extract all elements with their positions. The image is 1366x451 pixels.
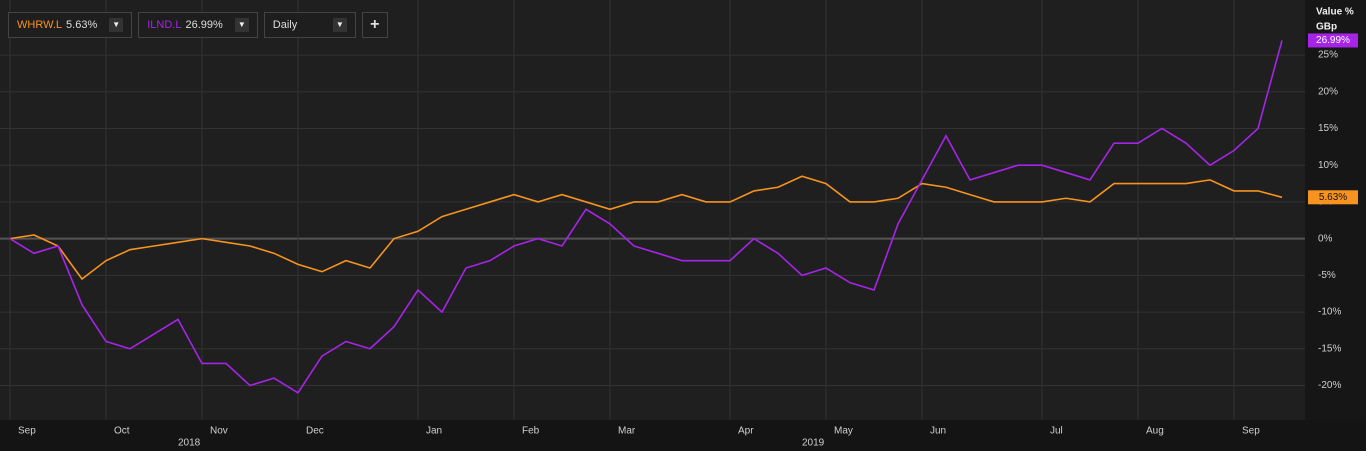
end-label: 26.99% bbox=[1316, 35, 1350, 46]
end-label: 5.63% bbox=[1319, 192, 1347, 203]
x-tick-label: Aug bbox=[1146, 426, 1164, 437]
y-tick-label: 10% bbox=[1318, 160, 1338, 171]
y-tick-label: -5% bbox=[1318, 270, 1336, 281]
line-series bbox=[9, 40, 1283, 394]
x-tick-label: Mar bbox=[618, 426, 636, 437]
x-tick-label: May bbox=[834, 426, 853, 437]
legend-name: ILND.L bbox=[147, 19, 182, 31]
interval-select[interactable]: Daily ▼ bbox=[263, 12, 356, 38]
x-tick-label: Jun bbox=[930, 426, 946, 437]
y-tick-label: -20% bbox=[1318, 380, 1341, 391]
y-tick-label: -10% bbox=[1318, 307, 1341, 318]
x-axis-strip bbox=[0, 420, 1366, 451]
legend-value: 5.63% bbox=[66, 19, 98, 31]
legend-item[interactable]: WHRW.L 5.63% ▼ bbox=[8, 12, 133, 38]
x-tick-label: Nov bbox=[210, 426, 228, 437]
end-label-box bbox=[1308, 190, 1358, 205]
legend-name: WHRW.L bbox=[17, 19, 63, 31]
axis-unit: GBp bbox=[1316, 22, 1337, 33]
axis-title: Value % bbox=[1316, 7, 1354, 18]
x-tick-label: Feb bbox=[522, 426, 540, 437]
add-button[interactable]: + bbox=[361, 12, 388, 38]
year-label: 2018 bbox=[178, 438, 201, 449]
interval-label: Daily bbox=[272, 19, 298, 31]
toolbar: WHRW.L 5.63% ▼ ILND.L 26.99% ▼ Daily ▼ + bbox=[8, 12, 388, 38]
x-tick-label: Sep bbox=[1242, 426, 1260, 437]
y-tick-label: 25% bbox=[1318, 50, 1338, 61]
y-tick-label: 20% bbox=[1318, 86, 1338, 97]
dropdown-arrow[interactable]: ▼ bbox=[332, 18, 347, 32]
x-tick-label: Dec bbox=[306, 426, 324, 437]
dropdown-arrow[interactable]: ▼ bbox=[109, 18, 124, 32]
y-tick-label: 15% bbox=[1318, 123, 1338, 134]
legend-value: 26.99% bbox=[185, 19, 223, 31]
legend-item[interactable]: ILND.L 26.99% ▼ bbox=[138, 12, 258, 38]
x-tick-label: Jul bbox=[1050, 426, 1063, 437]
x-tick-label: Sep bbox=[18, 426, 36, 437]
line-series bbox=[9, 175, 1283, 281]
dropdown-arrow[interactable]: ▼ bbox=[234, 18, 249, 32]
x-tick-label: Jan bbox=[426, 426, 442, 437]
plot-area bbox=[0, 0, 1305, 420]
year-label: 2019 bbox=[802, 438, 825, 449]
y-tick-label: -15% bbox=[1318, 343, 1341, 354]
end-label-box bbox=[1308, 33, 1358, 48]
x-tick-label: Apr bbox=[738, 426, 754, 437]
x-tick-label: Oct bbox=[114, 426, 130, 437]
y-tick-label: 0% bbox=[1318, 233, 1333, 244]
